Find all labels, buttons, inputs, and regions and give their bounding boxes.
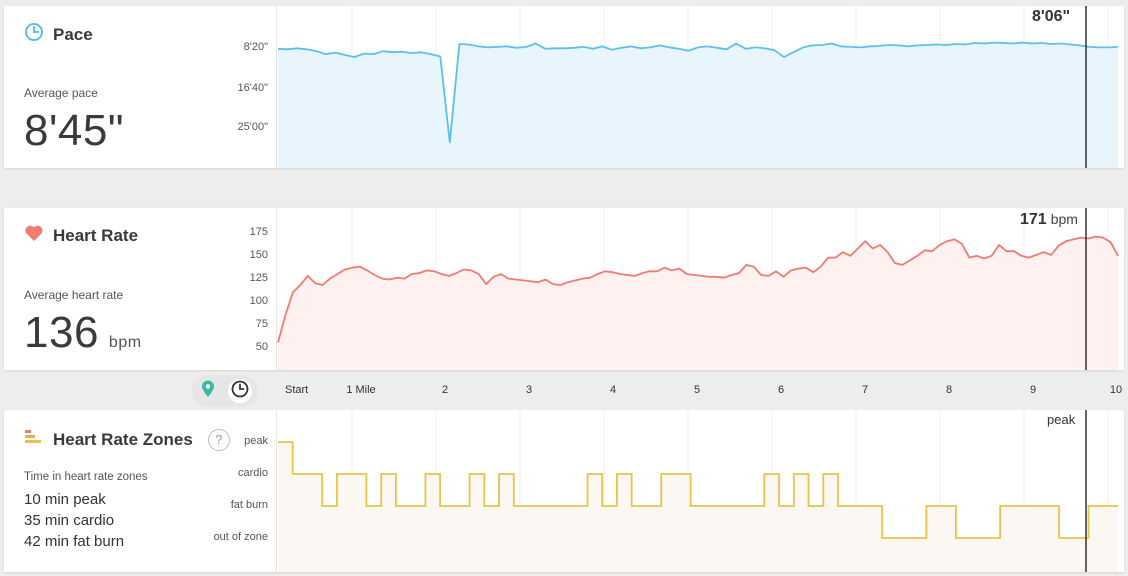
zone-ytick: peak xyxy=(244,435,268,447)
heart-rate-card: Heart Rate Average heart rate 136 bpm 175… xyxy=(4,208,1124,370)
zones-title: Heart Rate Zones ? xyxy=(24,428,230,451)
hr-ytick: 100 xyxy=(249,295,268,307)
heart-icon xyxy=(24,224,44,247)
pace-title: Pace xyxy=(24,22,93,47)
x-axis-label: Start xyxy=(285,384,309,396)
zones-area xyxy=(278,442,1118,572)
heart-rate-area xyxy=(278,236,1118,370)
hr-ytick: 125 xyxy=(249,272,268,284)
heart-rate-line xyxy=(277,235,1119,343)
clock-icon xyxy=(24,22,44,47)
pace-title-text: Pace xyxy=(53,24,93,44)
zones-summary-label: Time in heart rate zones xyxy=(24,471,148,483)
x-axis-label: 7 xyxy=(861,384,869,396)
average-pace-label: Average pace xyxy=(24,86,98,100)
x-axis-label: 6 xyxy=(777,384,785,396)
location-pin-icon xyxy=(201,380,215,403)
x-axis-label: 2 xyxy=(441,384,449,396)
hr-ytick: 150 xyxy=(249,249,268,261)
zones-line xyxy=(278,441,1118,539)
distance-mode-option[interactable] xyxy=(196,379,220,403)
axis-mode-toggle[interactable] xyxy=(192,375,258,407)
zones-chart-svg[interactable] xyxy=(276,410,1124,572)
pace-summary-panel: Pace Average pace 8'45" 8'20" 16'40" 25'… xyxy=(4,6,276,168)
pace-peak-readout: 8'06" xyxy=(1032,8,1071,25)
zones-summary-panel: Heart Rate Zones ? Time in heart rate zo… xyxy=(4,410,276,572)
zone-ytick: cardio xyxy=(238,467,268,479)
heart-rate-chart-svg[interactable] xyxy=(276,208,1124,370)
zones-plot[interactable]: peak xyxy=(276,410,1124,572)
zones-bars-icon xyxy=(24,428,44,451)
zones-title-text: Heart Rate Zones xyxy=(53,429,193,449)
heart-rate-summary-panel: Heart Rate Average heart rate 136 bpm 175… xyxy=(4,208,276,370)
zone-summary-cardio: 35 min cardio xyxy=(24,512,115,529)
heart-rate-plot[interactable]: 171 bpm xyxy=(276,208,1124,370)
pace-chart-svg[interactable] xyxy=(276,6,1124,168)
average-heart-rate-value: 136 bpm xyxy=(24,308,142,358)
zone-ytick: fat burn xyxy=(230,499,268,511)
zones-peak-readout: peak xyxy=(1047,412,1076,427)
hr-peak-value: 171 xyxy=(1020,211,1047,228)
zone-ytick: out of zone xyxy=(213,531,268,543)
clock-icon xyxy=(231,380,249,403)
heart-rate-title-text: Heart Rate xyxy=(53,225,139,245)
pace-ytick: 25'00" xyxy=(237,121,268,133)
x-axis-label: 1 Mile xyxy=(346,384,376,396)
x-axis-label: 10 xyxy=(1109,384,1123,396)
pace-ytick: 8'20" xyxy=(243,41,268,53)
average-heart-rate-number: 136 xyxy=(24,308,99,357)
pace-card: Pace Average pace 8'45" 8'20" 16'40" 25'… xyxy=(4,6,1124,168)
average-pace-value: 8'45" xyxy=(24,106,124,155)
heart-rate-zones-card: Heart Rate Zones ? Time in heart rate zo… xyxy=(4,410,1124,572)
average-heart-rate-label: Average heart rate xyxy=(24,288,124,302)
pace-area xyxy=(278,42,1118,168)
hr-ytick: 75 xyxy=(255,318,268,330)
hr-peak-readout: 171 bpm xyxy=(1020,211,1078,229)
x-axis-label: 3 xyxy=(525,384,533,396)
distance-axis-row: Start 1 Mile 2 3 4 5 6 7 8 9 10 xyxy=(4,372,1124,408)
x-axis-label: 9 xyxy=(1029,384,1037,396)
zone-summary-peak: 10 min peak xyxy=(24,491,106,508)
pace-ytick: 16'40" xyxy=(237,82,268,94)
x-axis-label: 4 xyxy=(609,384,617,396)
hr-peak-unit: bpm xyxy=(1050,211,1078,227)
hr-ytick: 50 xyxy=(255,341,268,353)
average-heart-rate-unit: bpm xyxy=(108,334,142,351)
zone-summary-fat-burn: 42 min fat burn xyxy=(24,533,125,550)
x-axis-label: 8 xyxy=(945,384,953,396)
x-axis-label: 5 xyxy=(693,384,701,396)
hr-ytick: 175 xyxy=(249,226,268,238)
help-icon[interactable]: ? xyxy=(207,428,230,451)
heart-rate-title: Heart Rate xyxy=(24,224,138,247)
pace-plot[interactable]: 8'06" xyxy=(276,6,1124,168)
pace-line xyxy=(277,41,1119,144)
time-mode-option[interactable] xyxy=(228,379,252,403)
